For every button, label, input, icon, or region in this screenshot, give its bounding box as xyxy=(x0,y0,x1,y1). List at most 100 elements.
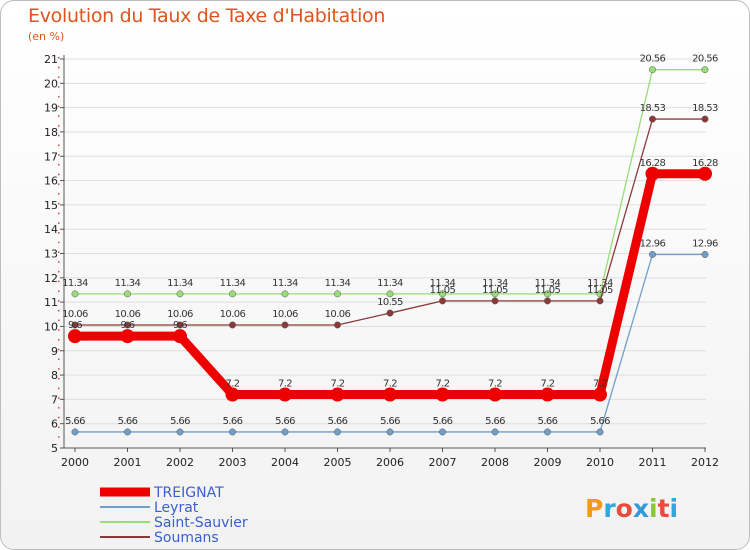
legend-label-treignat: TREIGNAT xyxy=(153,485,224,501)
x-tick-label: 2003 xyxy=(219,456,247,469)
data-label: 7.2 xyxy=(330,379,344,390)
series-line-saint-sauvier xyxy=(74,69,706,295)
y-minor-tick xyxy=(58,154,60,156)
x-tick-label: 2001 xyxy=(114,456,142,469)
data-point xyxy=(386,428,394,436)
data-point xyxy=(229,428,236,436)
data-label: 7.2 xyxy=(225,379,239,390)
x-tick-label: 2005 xyxy=(324,456,352,469)
data-point xyxy=(439,297,446,305)
series-layer xyxy=(68,66,712,436)
axes: 5 6 7 8 9 10 11 12 13 14 15 16 17 18 19 20 21 2000 2001 200… xyxy=(44,53,719,469)
data-label: 10.55 xyxy=(377,297,403,308)
y-minor-tick xyxy=(58,66,60,69)
data-point xyxy=(593,387,607,402)
data-point xyxy=(124,290,131,298)
data-point xyxy=(278,387,292,402)
data-point xyxy=(435,387,450,402)
data-label: 7.2 xyxy=(383,379,397,390)
data-point xyxy=(544,428,551,436)
data-label: 12.96 xyxy=(640,238,666,249)
logo-letter: r xyxy=(603,494,616,523)
data-point xyxy=(176,290,184,298)
y-minor-tick xyxy=(58,202,60,205)
data-label: 5.66 xyxy=(118,416,138,427)
y-minor-tick xyxy=(58,212,60,215)
data-label: 5.66 xyxy=(485,416,505,427)
y-minor-tick xyxy=(58,232,60,234)
data-label: 11.34 xyxy=(377,278,403,289)
data-label: 5.66 xyxy=(538,416,558,427)
data-label: 16.28 xyxy=(692,158,718,169)
data-label: 9.6 xyxy=(120,320,134,331)
data-label: 5.66 xyxy=(275,416,295,427)
y-minor-tick xyxy=(58,261,60,263)
data-label: 18.53 xyxy=(640,103,666,114)
x-tick-label: 2002 xyxy=(166,456,194,469)
data-point xyxy=(701,251,709,258)
x-tick-label: 2012 xyxy=(691,456,719,469)
data-point xyxy=(68,329,82,344)
data-point xyxy=(71,321,79,329)
legend-label-leyrat: Leyrat xyxy=(154,500,199,516)
y-minor-tick xyxy=(58,76,60,78)
data-point xyxy=(120,329,135,344)
data-point xyxy=(645,166,660,181)
y-tick-label: 10 xyxy=(44,320,58,333)
data-point xyxy=(281,428,289,436)
y-tick-label: 14 xyxy=(44,223,58,236)
y-tick-label: 9 xyxy=(51,345,58,358)
data-label: 11.34 xyxy=(62,278,88,289)
y-minor-tick xyxy=(58,436,60,438)
y-minor-tick xyxy=(58,348,60,351)
y-tick-label: 18 xyxy=(44,126,58,139)
y-minor-tick xyxy=(58,377,60,380)
y-minor-tick xyxy=(58,95,60,98)
data-label: 7.2 xyxy=(278,379,292,390)
x-tick-label: 2004 xyxy=(271,456,299,469)
y-tick-label: 13 xyxy=(44,248,58,261)
data-point xyxy=(698,166,712,181)
y-tick-label: 20 xyxy=(44,77,58,90)
data-point xyxy=(596,297,604,305)
data-label: 11.34 xyxy=(167,278,193,289)
y-tick-label: 21 xyxy=(44,53,58,66)
data-label: 7.2 xyxy=(488,379,502,390)
data-label: 10.06 xyxy=(167,309,193,320)
y-minor-tick xyxy=(58,407,60,409)
data-label: 5.66 xyxy=(65,416,85,427)
y-minor-tick xyxy=(58,270,60,273)
logo-letter: P xyxy=(585,494,603,523)
logo-letter: o xyxy=(616,494,633,523)
y-minor-tick xyxy=(58,426,60,429)
data-point xyxy=(649,66,656,74)
data-point xyxy=(596,428,604,436)
y-minor-tick xyxy=(58,105,60,108)
proxiti-logo: Proxiti xyxy=(585,494,678,523)
data-label: 11.34 xyxy=(325,278,351,289)
x-tick-label: 2006 xyxy=(376,456,404,469)
y-minor-tick xyxy=(58,183,60,185)
y-tick-label: 5 xyxy=(51,442,58,455)
data-label: 7.2 xyxy=(540,379,554,390)
y-minor-tick xyxy=(58,319,60,322)
data-point xyxy=(649,251,656,258)
data-label: 11.34 xyxy=(115,278,141,289)
data-point xyxy=(439,290,446,298)
data-label: 7.2 xyxy=(435,379,449,390)
y-minor-tick xyxy=(58,416,60,419)
y-minor-tick xyxy=(58,280,60,283)
logo-letter: i xyxy=(649,494,658,523)
data-point xyxy=(701,66,709,74)
data-point xyxy=(540,387,555,402)
y-minor-tick xyxy=(58,368,60,370)
data-label: 5.66 xyxy=(590,416,610,427)
y-minor-tick xyxy=(58,125,60,127)
y-minor-tick xyxy=(58,241,60,244)
y-tick-label: 16 xyxy=(44,175,58,188)
data-label: 5.66 xyxy=(170,416,190,427)
data-label: 10.06 xyxy=(115,309,141,320)
data-point xyxy=(701,115,709,123)
data-label: 11.05 xyxy=(535,285,561,296)
